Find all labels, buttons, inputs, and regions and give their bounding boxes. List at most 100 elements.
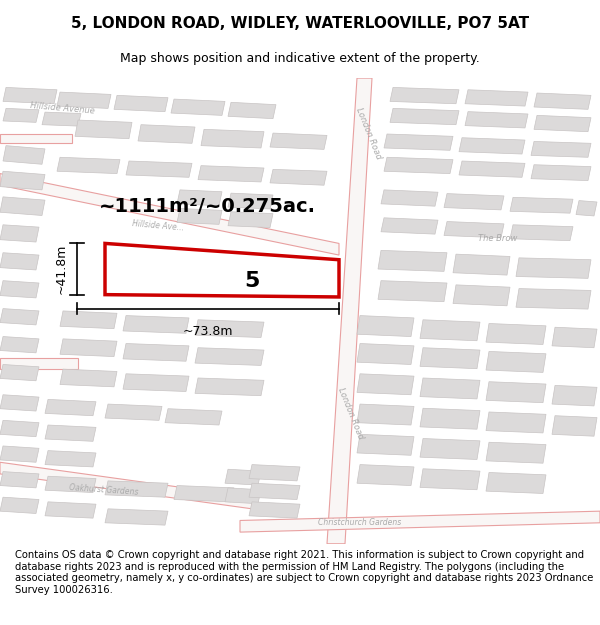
Polygon shape	[357, 374, 414, 395]
Polygon shape	[126, 161, 192, 177]
Polygon shape	[357, 344, 414, 364]
Polygon shape	[378, 251, 447, 271]
Polygon shape	[0, 309, 39, 325]
Polygon shape	[534, 93, 591, 109]
Text: ~73.8m: ~73.8m	[182, 325, 233, 338]
Polygon shape	[486, 382, 546, 402]
Polygon shape	[534, 116, 591, 132]
Polygon shape	[3, 88, 57, 104]
Polygon shape	[171, 99, 225, 116]
Polygon shape	[420, 469, 480, 490]
Polygon shape	[240, 511, 600, 532]
Text: 5: 5	[244, 271, 260, 291]
Text: Hillside Avenue: Hillside Avenue	[30, 101, 95, 116]
Polygon shape	[3, 146, 45, 164]
Polygon shape	[45, 476, 96, 492]
Polygon shape	[459, 161, 525, 177]
Polygon shape	[357, 434, 414, 455]
Polygon shape	[0, 472, 39, 488]
Polygon shape	[357, 404, 414, 425]
Polygon shape	[225, 469, 261, 485]
Polygon shape	[228, 212, 273, 228]
Polygon shape	[105, 509, 168, 525]
Polygon shape	[60, 369, 117, 387]
Polygon shape	[327, 78, 372, 544]
Polygon shape	[0, 421, 39, 437]
Polygon shape	[0, 446, 39, 462]
Polygon shape	[177, 190, 222, 206]
Polygon shape	[75, 120, 132, 139]
Polygon shape	[228, 193, 273, 209]
Polygon shape	[114, 96, 168, 112]
Text: Map shows position and indicative extent of the property.: Map shows position and indicative extent…	[120, 52, 480, 65]
Polygon shape	[420, 439, 480, 459]
Polygon shape	[201, 129, 264, 148]
Polygon shape	[381, 190, 438, 206]
Text: 5, LONDON ROAD, WIDLEY, WATERLOOVILLE, PO7 5AT: 5, LONDON ROAD, WIDLEY, WATERLOOVILLE, P…	[71, 16, 529, 31]
Polygon shape	[198, 166, 264, 182]
Polygon shape	[0, 225, 39, 242]
Polygon shape	[357, 464, 414, 486]
Polygon shape	[60, 339, 117, 357]
Polygon shape	[0, 364, 39, 381]
Polygon shape	[165, 409, 222, 425]
Polygon shape	[105, 404, 162, 421]
Polygon shape	[0, 174, 339, 255]
Polygon shape	[378, 281, 447, 302]
Polygon shape	[0, 498, 39, 514]
Text: Oakhurst Gardens: Oakhurst Gardens	[69, 483, 139, 497]
Polygon shape	[420, 378, 480, 399]
Polygon shape	[486, 351, 546, 372]
Polygon shape	[531, 165, 591, 181]
Polygon shape	[225, 488, 261, 504]
Polygon shape	[45, 502, 96, 518]
Polygon shape	[384, 134, 453, 150]
Polygon shape	[453, 285, 510, 306]
Polygon shape	[0, 462, 252, 509]
Text: Hillside Ave...: Hillside Ave...	[132, 219, 184, 233]
Polygon shape	[552, 416, 597, 436]
Polygon shape	[0, 253, 39, 270]
Polygon shape	[45, 399, 96, 416]
Polygon shape	[195, 320, 264, 338]
Polygon shape	[552, 386, 597, 406]
Polygon shape	[420, 320, 480, 341]
Polygon shape	[45, 451, 96, 467]
Polygon shape	[486, 324, 546, 344]
Polygon shape	[123, 344, 189, 361]
Text: ~1111m²/~0.275ac.: ~1111m²/~0.275ac.	[99, 197, 316, 216]
Polygon shape	[0, 395, 39, 411]
Polygon shape	[0, 281, 39, 298]
Polygon shape	[3, 108, 39, 122]
Polygon shape	[552, 328, 597, 348]
Text: Christchurch Gardens: Christchurch Gardens	[319, 518, 401, 528]
Polygon shape	[249, 483, 300, 499]
Text: Contains OS data © Crown copyright and database right 2021. This information is : Contains OS data © Crown copyright and d…	[15, 550, 593, 595]
Polygon shape	[420, 408, 480, 429]
Polygon shape	[45, 425, 96, 441]
Polygon shape	[576, 201, 597, 216]
Polygon shape	[270, 133, 327, 149]
Polygon shape	[105, 243, 339, 297]
Polygon shape	[465, 112, 528, 128]
Polygon shape	[0, 336, 39, 353]
Polygon shape	[486, 442, 546, 463]
Polygon shape	[384, 158, 453, 174]
Polygon shape	[0, 134, 72, 143]
Text: London Road: London Road	[355, 107, 383, 161]
Polygon shape	[453, 254, 510, 275]
Polygon shape	[195, 378, 264, 396]
Polygon shape	[177, 209, 222, 224]
Polygon shape	[444, 194, 504, 210]
Polygon shape	[249, 464, 300, 481]
Polygon shape	[195, 348, 264, 366]
Polygon shape	[516, 289, 591, 309]
Polygon shape	[357, 316, 414, 336]
Polygon shape	[60, 311, 117, 329]
Polygon shape	[390, 88, 459, 104]
Polygon shape	[420, 348, 480, 369]
Text: ~41.8m: ~41.8m	[55, 244, 68, 294]
Polygon shape	[381, 217, 438, 234]
Polygon shape	[510, 225, 573, 241]
Polygon shape	[249, 502, 300, 518]
